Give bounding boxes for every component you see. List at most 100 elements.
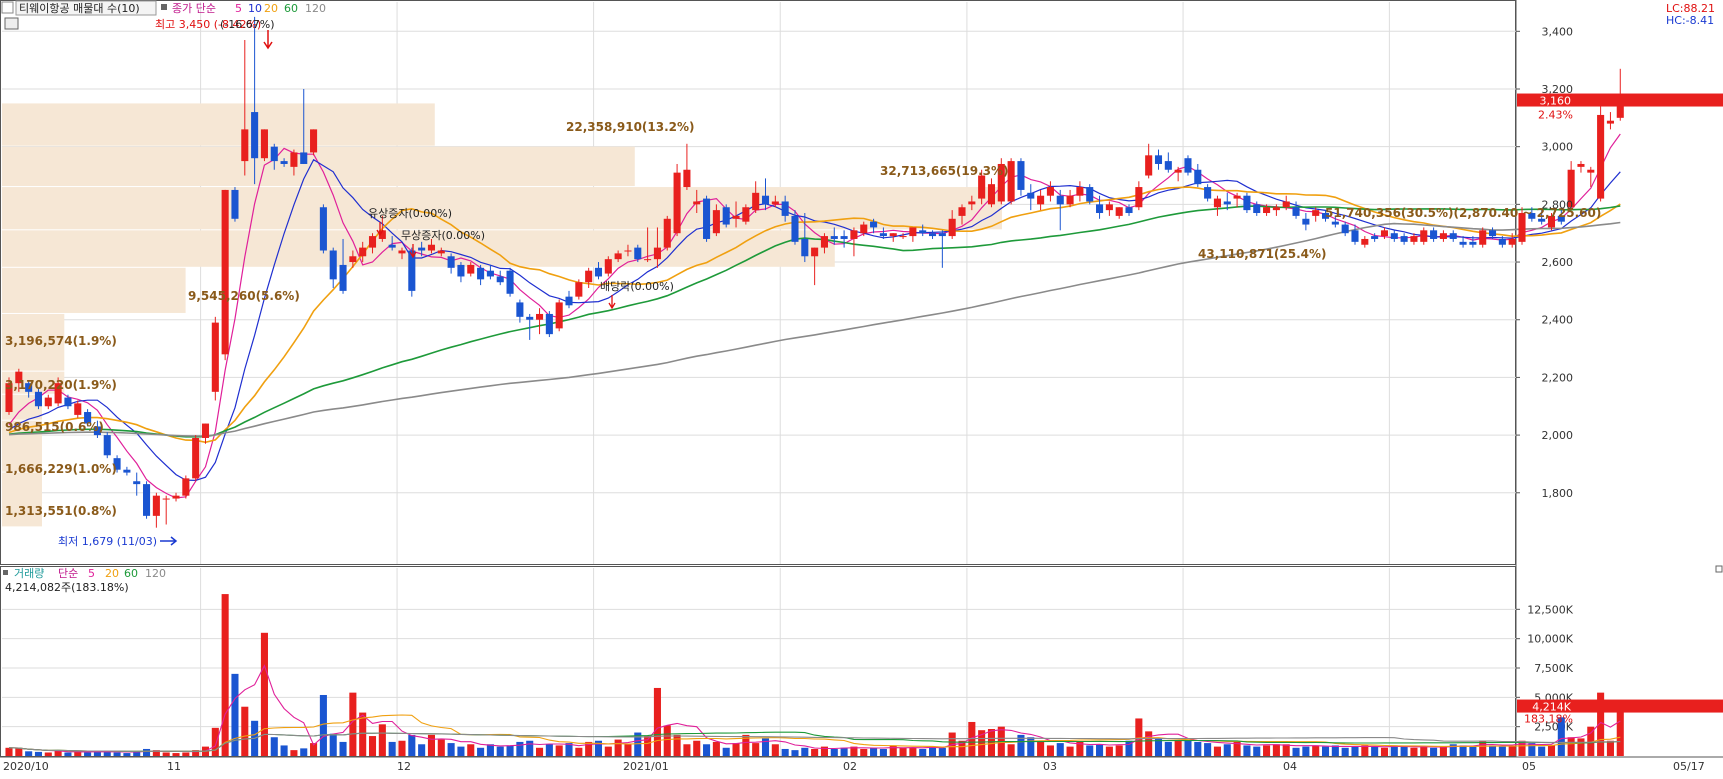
volume-bar (1577, 738, 1585, 756)
price-ma-legend-60: 60 (284, 2, 298, 15)
volume-bar (732, 743, 740, 756)
volume-bar (752, 743, 760, 756)
volume-badge-value: 4,214K (1532, 701, 1571, 714)
volume-ma-line-120 (8, 732, 1621, 752)
candle-body (84, 412, 92, 424)
price-ma-legend-5: 5 (235, 2, 242, 15)
volume-profile-bar (2, 146, 635, 187)
volume-bar (1538, 746, 1546, 756)
price-legend-label: 종가 단순 (172, 2, 216, 15)
price-axis-label: 2,200 (1542, 371, 1574, 384)
volume-bar (388, 741, 396, 756)
candle-body (811, 247, 819, 257)
volume-bar (536, 747, 544, 756)
candle-body (1272, 207, 1280, 211)
volume-profile-label: 22,358,910(13.2%) (566, 120, 695, 134)
volume-bar (653, 687, 661, 756)
volume-bar (1243, 745, 1251, 756)
volume-profile-label: 32,713,665(19.3%) (880, 164, 1009, 178)
candle-body (329, 250, 337, 280)
volume-bar (526, 740, 534, 756)
volume-bar (1115, 745, 1123, 756)
volume-bar (1184, 739, 1192, 756)
volume-bar (162, 752, 170, 756)
volume-bar (34, 751, 43, 756)
volume-bar (978, 730, 986, 756)
ma-line-10 (8, 158, 1621, 482)
candle-body (840, 236, 848, 239)
high-overlay: (-16.67%) (220, 18, 275, 31)
volume-bar (1046, 745, 1054, 756)
volume-bar (850, 746, 858, 756)
candle-body (536, 313, 544, 320)
candle-body (447, 256, 455, 268)
candle-body (368, 236, 377, 248)
candle-body (1017, 161, 1025, 190)
volume-axis-label: 7,500K (1534, 662, 1573, 675)
volume-bar (93, 751, 101, 756)
volume-bar (860, 748, 868, 756)
volume-bar (585, 741, 593, 756)
volume-bar (408, 734, 416, 756)
candle-body (467, 264, 475, 274)
candle-body (1194, 169, 1202, 185)
candle-body (506, 270, 514, 294)
candle-body (241, 129, 249, 162)
candle-body (683, 169, 691, 188)
volume-bar (1125, 740, 1133, 756)
volume-bar (1056, 743, 1064, 756)
volume-bar (486, 744, 494, 756)
volume-profile-bar (2, 267, 186, 313)
candle-body (526, 316, 534, 320)
volume-bar (1489, 745, 1497, 756)
candle-body (997, 163, 1005, 202)
grid-icon (4, 17, 19, 30)
candle-body (585, 270, 593, 283)
volume-bar (604, 746, 612, 756)
lc-value: LC:88.21 (1666, 2, 1715, 15)
volume-bar (300, 748, 308, 756)
volume-bar (437, 739, 445, 756)
volume-bar (987, 729, 996, 756)
volume-bar (1066, 746, 1074, 756)
volume-bar (781, 748, 789, 756)
volume-bar (1547, 745, 1556, 756)
volume-bar (457, 746, 465, 756)
volume-bar (280, 745, 288, 756)
candle-body (968, 201, 976, 205)
volume-bar (919, 748, 927, 756)
price-axis-label: 2,000 (1542, 429, 1574, 442)
candle-body (1341, 224, 1349, 234)
price-badge-value: 3,160 (1540, 95, 1572, 108)
candle-body (1037, 195, 1045, 205)
price-badge-change: 2.43% (1538, 109, 1573, 122)
volume-bar (693, 740, 701, 756)
candle-body (1223, 201, 1231, 205)
volume-bar (113, 752, 121, 756)
price-ma-legend-20: 20 (264, 2, 278, 15)
candle-body (211, 322, 219, 392)
volume-bar (506, 745, 514, 756)
volume-bar (172, 753, 180, 756)
candle-body (1046, 187, 1054, 196)
volume-bar (1233, 741, 1241, 756)
candle-body (133, 481, 141, 485)
x-axis-label: 12 (397, 760, 411, 773)
volume-bar (427, 734, 436, 756)
volume-bar (938, 747, 946, 756)
stock-name-box (15, 0, 157, 16)
event-arrow-icon (608, 295, 616, 310)
candle-body (1135, 187, 1143, 208)
candle-body (1587, 169, 1595, 173)
volume-bar (1253, 746, 1261, 756)
volume-profile-label: 986,515(0.6%) (5, 420, 104, 434)
candle-body (899, 236, 907, 238)
candle-body (1538, 218, 1546, 222)
candle-body (182, 478, 190, 496)
candle-body (1567, 169, 1575, 208)
volume-bar (870, 747, 878, 756)
x-axis-label: 2020/10 (3, 760, 49, 773)
volume-axis-label: 10,000K (1527, 633, 1573, 646)
